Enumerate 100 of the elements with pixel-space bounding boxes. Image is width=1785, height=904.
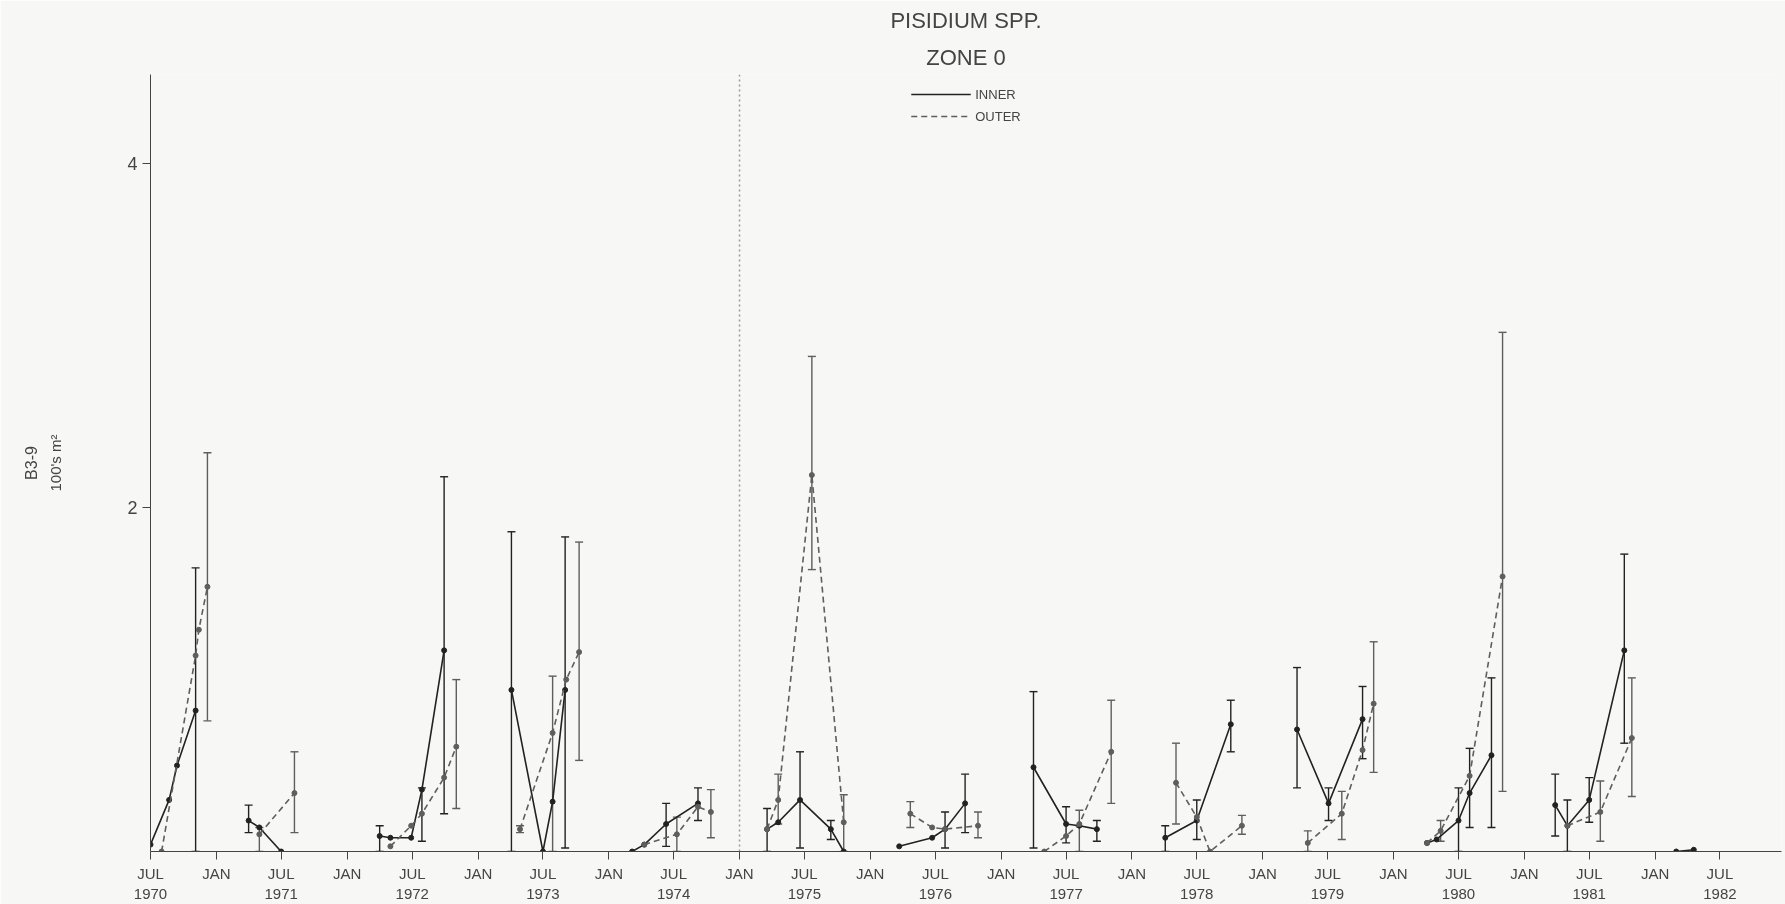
point xyxy=(576,649,583,656)
point xyxy=(663,821,670,827)
point xyxy=(1466,790,1473,797)
point xyxy=(896,843,903,850)
x-tick-label: JUL 1978 xyxy=(1180,864,1214,902)
x-tick-label: JUL 1970 xyxy=(133,864,168,902)
x-tick-label: JAN xyxy=(987,864,1016,882)
chart-subtitle: ZONE 0 xyxy=(926,44,1006,70)
point xyxy=(1370,700,1377,707)
point xyxy=(204,583,211,590)
point xyxy=(775,796,782,803)
point xyxy=(929,834,936,841)
point xyxy=(441,774,448,781)
text: B3-9 xyxy=(22,446,40,480)
point xyxy=(418,786,425,793)
chart-title: PISIDIUM SPP. xyxy=(890,7,1042,33)
point xyxy=(808,472,815,479)
point xyxy=(1488,752,1495,759)
point xyxy=(441,647,448,654)
x-tick-label: JUL 1982 xyxy=(1703,864,1737,902)
point xyxy=(1294,726,1301,733)
point xyxy=(1227,721,1234,728)
x-tick-label: JAN xyxy=(1510,864,1539,882)
point xyxy=(962,800,969,807)
point xyxy=(840,819,847,826)
point xyxy=(408,822,415,829)
legend-label: OUTER xyxy=(975,108,1021,124)
point xyxy=(549,798,556,805)
point xyxy=(1338,810,1345,817)
x-tick-label: JUL 1973 xyxy=(526,864,560,902)
x-tick-label: JAN xyxy=(856,864,885,882)
point xyxy=(166,796,173,803)
point xyxy=(192,707,199,714)
point xyxy=(1030,764,1037,771)
y-axis-title: 100's m² xyxy=(47,434,65,492)
point xyxy=(291,790,298,797)
x-tick-label: JAN xyxy=(1640,864,1670,882)
y-tick-label: 4 xyxy=(127,154,138,175)
point xyxy=(775,819,782,826)
point xyxy=(1063,821,1070,827)
point xyxy=(1586,796,1593,803)
point xyxy=(1621,647,1628,654)
point xyxy=(1325,800,1332,807)
point xyxy=(1455,817,1462,824)
point xyxy=(827,826,834,833)
y-tick-label: 2 xyxy=(127,498,138,519)
point xyxy=(1173,779,1180,786)
x-tick-label: JAN xyxy=(463,864,493,882)
point xyxy=(192,652,199,659)
point xyxy=(1499,573,1506,580)
point xyxy=(1628,735,1635,742)
point xyxy=(707,808,714,815)
point xyxy=(549,729,556,736)
point xyxy=(376,833,383,840)
point xyxy=(408,834,415,841)
legend-label: INNER xyxy=(975,86,1016,102)
x-tick-label: JUL 1976 xyxy=(918,864,953,902)
x-tick-label: JAN xyxy=(1248,864,1277,882)
point xyxy=(418,810,425,817)
point xyxy=(1437,827,1444,834)
x-tick-label: JAN xyxy=(1117,864,1147,882)
point xyxy=(1304,839,1311,846)
point xyxy=(195,626,202,633)
point xyxy=(1238,822,1245,829)
point xyxy=(1690,846,1697,852)
point xyxy=(174,762,180,769)
point xyxy=(1466,772,1473,779)
x-tick-label: JAN xyxy=(725,864,754,882)
x-tick-label: JAN xyxy=(594,864,623,882)
x-tick-label: JAN xyxy=(1379,864,1408,882)
point xyxy=(1093,826,1100,833)
point xyxy=(673,831,680,838)
x-tick-label: JAN xyxy=(202,864,231,882)
point xyxy=(387,834,394,841)
point xyxy=(929,824,936,831)
point xyxy=(1359,747,1366,754)
point xyxy=(1597,808,1604,815)
x-tick-label: JUL 1979 xyxy=(1310,864,1345,902)
x-tick-label: JUL 1974 xyxy=(656,864,691,902)
point xyxy=(387,843,394,850)
point xyxy=(245,817,252,824)
x-tick-label: JUL 1975 xyxy=(787,864,822,902)
point xyxy=(453,743,460,750)
point xyxy=(1552,802,1559,809)
x-tick-label: JAN xyxy=(332,864,362,882)
point xyxy=(563,676,570,683)
x-tick-label: JUL 1972 xyxy=(395,864,429,902)
point xyxy=(907,810,914,817)
point xyxy=(1063,833,1070,840)
point xyxy=(562,686,569,693)
point xyxy=(1359,716,1366,723)
x-tick-label: JUL 1980 xyxy=(1441,864,1476,902)
point xyxy=(797,796,804,803)
point xyxy=(975,822,981,829)
x-tick-label: JUL 1977 xyxy=(1049,864,1083,902)
point xyxy=(256,831,263,838)
x-tick-label: JUL 1971 xyxy=(264,864,298,902)
x-tick-label: JUL 1981 xyxy=(1572,864,1606,902)
point xyxy=(1108,748,1115,755)
point xyxy=(1433,836,1440,843)
